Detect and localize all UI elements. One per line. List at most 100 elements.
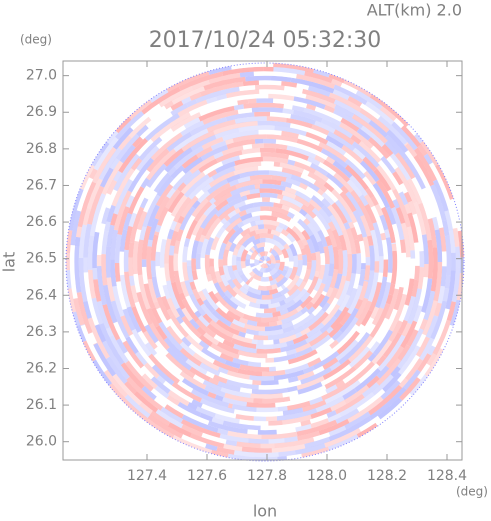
echo-segment xyxy=(167,191,185,214)
echo-segment xyxy=(128,212,137,228)
echo-segment xyxy=(158,211,172,237)
echo-segment xyxy=(356,323,365,334)
echo-segment xyxy=(376,308,398,344)
echo-segment xyxy=(326,326,334,334)
echo-segment xyxy=(423,153,433,165)
echo-segment xyxy=(128,257,134,277)
echo-segment xyxy=(296,83,310,91)
echo-segment xyxy=(337,249,344,275)
echo-segment xyxy=(261,379,279,386)
echo-segment xyxy=(164,404,184,419)
echo-segment xyxy=(249,251,258,261)
echo-segment xyxy=(87,185,105,225)
echo-segment xyxy=(276,269,283,276)
echo-segment xyxy=(313,215,330,238)
echo-segment xyxy=(335,316,359,344)
echo-segment xyxy=(352,273,361,290)
echo-segment xyxy=(440,324,455,351)
echo-segment xyxy=(350,134,362,145)
echo-segment xyxy=(328,425,347,437)
echo-segment xyxy=(191,399,203,408)
echo-segment xyxy=(406,123,418,137)
echo-segment xyxy=(270,294,287,304)
echo-segment xyxy=(288,266,298,281)
echo-segment xyxy=(225,112,255,122)
echo-segment xyxy=(209,266,217,280)
echo-segment xyxy=(308,330,330,347)
echo-segment xyxy=(353,221,362,236)
echo-segment xyxy=(419,140,440,167)
echo-segment xyxy=(255,265,262,272)
echo-segment xyxy=(112,127,134,150)
echo-segment xyxy=(280,228,290,237)
echo-segment xyxy=(296,138,323,153)
echo-segment xyxy=(226,379,259,390)
echo-segment xyxy=(233,165,259,176)
echo-segment xyxy=(369,386,407,421)
echo-segment xyxy=(384,229,391,239)
echo-segment xyxy=(275,359,306,372)
echo-segment xyxy=(270,229,281,237)
echo-segment xyxy=(92,268,98,280)
echo-segment xyxy=(90,151,103,167)
echo-segment xyxy=(176,307,186,319)
echo-segment xyxy=(286,145,317,159)
echo-segment xyxy=(232,233,244,245)
echo-segment xyxy=(399,377,421,401)
echo-segment xyxy=(251,143,264,149)
echo-segment xyxy=(355,300,373,327)
echo-segment xyxy=(266,285,273,291)
echo-segment xyxy=(318,418,350,436)
echo-segment xyxy=(234,207,241,214)
echo-segment xyxy=(234,156,264,166)
echo-segment xyxy=(227,278,236,289)
echo-segment xyxy=(371,307,384,326)
echo-segment xyxy=(380,155,396,174)
echo-segment xyxy=(126,376,164,411)
echo-segment xyxy=(162,284,171,300)
echo-segment xyxy=(177,380,194,393)
echo-segment xyxy=(339,391,375,418)
echo-segment xyxy=(319,352,329,362)
echo-segment xyxy=(399,239,406,254)
echo-segment xyxy=(106,204,116,223)
echo-segment xyxy=(181,96,192,105)
echo-segment xyxy=(254,228,268,235)
echo-segment xyxy=(321,302,331,313)
echo-segment xyxy=(302,309,325,330)
echo-segment xyxy=(71,311,81,327)
echo-segment xyxy=(334,199,353,224)
echo-segment xyxy=(275,397,308,408)
echo-segment xyxy=(259,215,278,222)
echo-segment xyxy=(189,92,202,101)
echo-segment xyxy=(127,186,145,215)
echo-segment xyxy=(335,408,360,424)
echo-segment xyxy=(379,281,392,309)
echo-segment xyxy=(358,415,381,433)
echo-segment xyxy=(143,283,156,310)
echo-segment xyxy=(228,227,244,244)
echo-segment xyxy=(229,295,247,310)
echo-segment xyxy=(205,443,218,452)
echo-segment xyxy=(336,280,351,307)
echo-segment xyxy=(282,407,304,416)
echo-segment xyxy=(265,256,271,262)
echo-segment xyxy=(451,267,461,303)
echo-segment xyxy=(267,228,272,234)
echo-segment xyxy=(446,301,457,322)
echo-segment xyxy=(418,276,429,307)
echo-segment xyxy=(212,278,218,284)
echo-segment xyxy=(324,379,361,405)
echo-segment xyxy=(159,128,174,141)
echo-segment xyxy=(269,321,278,327)
echo-segment xyxy=(305,131,329,145)
echo-segment xyxy=(74,246,82,293)
echo-segment xyxy=(430,184,447,221)
echo-segment xyxy=(379,214,389,231)
echo-segment xyxy=(248,248,254,254)
echo-segment xyxy=(166,131,193,152)
echo-segment xyxy=(258,271,264,278)
echo-segment xyxy=(241,147,261,155)
echo-segment xyxy=(146,307,160,328)
echo-segment xyxy=(222,66,264,76)
